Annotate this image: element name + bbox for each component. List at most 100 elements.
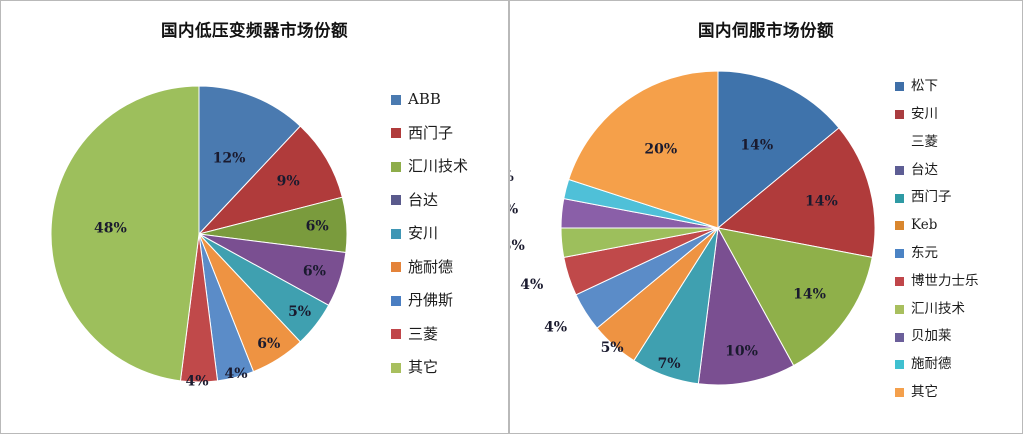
pie-chart-left: 12% 9% 6% 6% 5% 6% 4% 4% 48% bbox=[19, 71, 379, 401]
legend-item-label: Keb bbox=[911, 217, 938, 234]
legend-item-label: 台达 bbox=[911, 161, 938, 178]
pie-slice-label: 6% bbox=[257, 336, 280, 352]
pie-slice-labels: 14% 14% 14% 10% 7% 5% 4% 4% 3% 3% 2% 20% bbox=[509, 138, 838, 372]
legend-swatch-icon bbox=[895, 165, 904, 175]
pie-slice-label: 5% bbox=[288, 304, 311, 320]
pie-slice-label: 4% bbox=[520, 277, 543, 293]
pie-slice[interactable] bbox=[197, 125, 343, 235]
legend-item[interactable]: 其它 bbox=[895, 379, 979, 407]
legend-left: ABB 西门子汇川技术台达安川施耐德丹佛斯三菱其它 bbox=[391, 83, 468, 385]
legend-item[interactable]: 台达 bbox=[391, 184, 468, 218]
legend-item-label: 其它 bbox=[408, 358, 439, 377]
legend-item-label: 博世力士乐 bbox=[911, 272, 979, 289]
legend-item[interactable]: 汇川技术 bbox=[391, 150, 468, 184]
legend-item-label: 三菱 bbox=[408, 324, 439, 343]
legend-item[interactable]: 贝加莱 bbox=[895, 323, 979, 351]
legend-swatch-icon bbox=[895, 138, 904, 147]
legend-item-label: ABB bbox=[408, 90, 441, 109]
legend-item-label: 安川 bbox=[911, 105, 938, 122]
legend-item[interactable]: 施耐德 bbox=[391, 251, 468, 285]
legend-swatch-icon bbox=[391, 295, 401, 306]
legend-item-label: 汇川技术 bbox=[408, 157, 469, 176]
legend-right: 松下安川三菱台达西门子 Keb 东元博世力士乐汇川技术贝加莱施耐德其它 bbox=[895, 73, 979, 407]
legend-swatch-icon bbox=[895, 388, 904, 398]
legend-swatch-icon bbox=[391, 262, 401, 273]
pie-slice-label: 10% bbox=[725, 343, 758, 359]
pie-slice[interactable] bbox=[717, 70, 840, 230]
pie-slice[interactable] bbox=[198, 85, 302, 236]
pie-slice-label: 5% bbox=[601, 340, 624, 356]
pie-slice-label: 14% bbox=[793, 286, 826, 302]
legend-swatch-icon bbox=[895, 221, 904, 231]
legend-item-label: 东元 bbox=[911, 244, 938, 261]
pie-slice[interactable] bbox=[717, 227, 873, 367]
legend-item[interactable]: Keb bbox=[895, 212, 979, 240]
legend-item[interactable]: 博世力士乐 bbox=[895, 268, 979, 296]
legend-swatch-icon bbox=[391, 228, 401, 239]
legend-item-label: 汇川技术 bbox=[911, 300, 965, 317]
legend-item[interactable]: 三菱 bbox=[895, 129, 979, 157]
pie-slice-label: 12% bbox=[213, 150, 246, 166]
legend-swatch-icon bbox=[895, 249, 904, 259]
legend-item-label: 贝加莱 bbox=[911, 328, 952, 345]
pie-slice-label: 3% bbox=[509, 238, 525, 254]
pie-slice[interactable] bbox=[50, 85, 200, 382]
legend-item[interactable]: 其它 bbox=[391, 351, 468, 385]
pie-slice-label: 7% bbox=[658, 356, 681, 372]
pie-slice-label: 6% bbox=[303, 264, 326, 280]
legend-item[interactable]: ABB bbox=[391, 83, 468, 117]
legend-item-label: 其它 bbox=[911, 383, 938, 400]
legend-swatch-icon bbox=[895, 304, 904, 314]
pie-slice-label: 20% bbox=[644, 141, 677, 157]
legend-swatch-icon bbox=[391, 94, 401, 105]
pie-slice[interactable] bbox=[697, 226, 795, 386]
pie-slice-label: 3% bbox=[509, 202, 518, 218]
pie-slices bbox=[50, 85, 348, 383]
legend-swatch-icon bbox=[391, 362, 401, 373]
legend-item-label: 安川 bbox=[408, 224, 439, 243]
legend-item[interactable]: 东元 bbox=[895, 240, 979, 268]
legend-item-label: 西门子 bbox=[408, 123, 454, 142]
legend-item-label: 施耐德 bbox=[408, 257, 454, 276]
pie-slice-label: 48% bbox=[94, 220, 127, 236]
legend-item[interactable]: 松下 bbox=[895, 73, 979, 101]
legend-swatch-icon bbox=[895, 82, 904, 92]
pie-slice-labels: 12% 9% 6% 6% 5% 6% 4% 4% 48% bbox=[94, 150, 329, 389]
legend-item[interactable]: 西门子 bbox=[895, 184, 979, 212]
legend-item-label: 三菱 bbox=[911, 133, 938, 150]
legend-swatch-icon bbox=[391, 329, 401, 340]
pie-slice-label: 6% bbox=[306, 219, 329, 235]
legend-item[interactable]: 丹佛斯 bbox=[391, 284, 468, 318]
legend-swatch-icon bbox=[391, 161, 401, 172]
legend-item-label: 施耐德 bbox=[911, 356, 952, 373]
legend-item[interactable]: 西门子 bbox=[391, 117, 468, 151]
legend-item-label: 丹佛斯 bbox=[408, 291, 454, 310]
pie-svg-right: 14% 14% 14% 10% 7% 5% 4% 4% 3% 3% 2% 20% bbox=[510, 70, 876, 386]
legend-item-label: 松下 bbox=[911, 78, 938, 95]
legend-item[interactable]: 施耐德 bbox=[895, 351, 979, 379]
legend-swatch-icon bbox=[895, 193, 904, 203]
pie-slice-label: 14% bbox=[805, 193, 838, 209]
pie-slice-label: 4% bbox=[185, 374, 208, 390]
pie-chart-right: 14% 14% 14% 10% 7% 5% 4% 4% 3% 3% 2% 20% bbox=[510, 63, 898, 403]
pie-slice[interactable] bbox=[568, 70, 719, 229]
pie-slice[interactable] bbox=[716, 127, 876, 259]
chart-panel-servo: 国内伺服市场份额 14% 14% 14% 10% 7% 5% 4% 4% 3% 3% 2% 20% 松… bbox=[509, 0, 1023, 434]
legend-swatch-icon bbox=[391, 195, 401, 206]
legend-item-label: 西门子 bbox=[911, 189, 952, 206]
pie-svg-left: 12% 9% 6% 6% 5% 6% 4% 4% 48% bbox=[50, 85, 348, 390]
legend-item[interactable]: 安川 bbox=[391, 217, 468, 251]
pie-slice-label: 4% bbox=[224, 366, 247, 382]
pie-slice-label: 9% bbox=[277, 173, 300, 189]
pie-slice-label: 2% bbox=[509, 169, 514, 185]
legend-item[interactable]: 三菱 bbox=[391, 318, 468, 352]
legend-swatch-icon bbox=[895, 110, 904, 120]
chart-title-right: 国内伺服市场份额 bbox=[698, 21, 834, 40]
legend-item[interactable]: 台达 bbox=[895, 156, 979, 184]
legend-item[interactable]: 安川 bbox=[895, 101, 979, 129]
legend-swatch-icon bbox=[895, 332, 904, 342]
legend-swatch-icon bbox=[895, 360, 904, 370]
legend-item[interactable]: 汇川技术 bbox=[895, 295, 979, 323]
legend-swatch-icon bbox=[391, 128, 401, 139]
